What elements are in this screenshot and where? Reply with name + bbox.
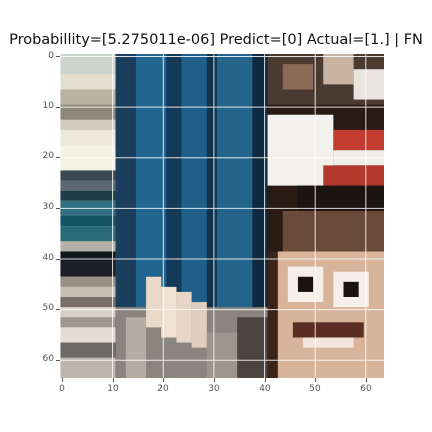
y-tickmark [56,309,60,310]
grid-lines [60,54,384,378]
y-tick-label: 40 [42,253,54,263]
y-tickmark [56,56,60,57]
x-tickmark [62,378,63,382]
x-tick-label: 40 [259,384,271,394]
x-tick-label: 20 [157,384,169,394]
y-tick-label: 60 [42,354,54,364]
y-tickmark [56,157,60,158]
x-tickmark [214,378,215,382]
plot-title: Probabillity=[5.275011e-06] Predict=[0] … [9,32,423,48]
y-tick-label: 30 [42,202,54,212]
image-axes [60,54,384,378]
x-tickmark [315,378,316,382]
y-tick-label: 20 [42,151,54,161]
x-tick-label: 10 [107,384,119,394]
x-tick-label: 0 [59,384,65,394]
x-tickmark [366,378,367,382]
y-tickmark [56,107,60,108]
x-tickmark [113,378,114,382]
y-tickmark [56,208,60,209]
x-tickmark [265,378,266,382]
y-tick-label: 10 [42,101,54,111]
x-tick-label: 60 [360,384,372,394]
x-tickmark [163,378,164,382]
y-tickmark [56,259,60,260]
y-tickmark [56,360,60,361]
x-tick-label: 30 [208,384,220,394]
y-tick-label: 0 [48,51,54,61]
y-tick-label: 50 [42,303,54,313]
x-tick-label: 50 [309,384,321,394]
